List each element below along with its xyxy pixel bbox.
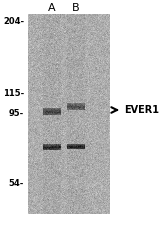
- Text: A: A: [48, 3, 56, 13]
- Text: EVER1: EVER1: [124, 105, 159, 115]
- Text: 54-: 54-: [9, 178, 24, 188]
- Text: 95-: 95-: [9, 109, 24, 118]
- Text: 204-: 204-: [3, 17, 24, 27]
- Text: 115-: 115-: [3, 89, 24, 99]
- Text: B: B: [72, 3, 80, 13]
